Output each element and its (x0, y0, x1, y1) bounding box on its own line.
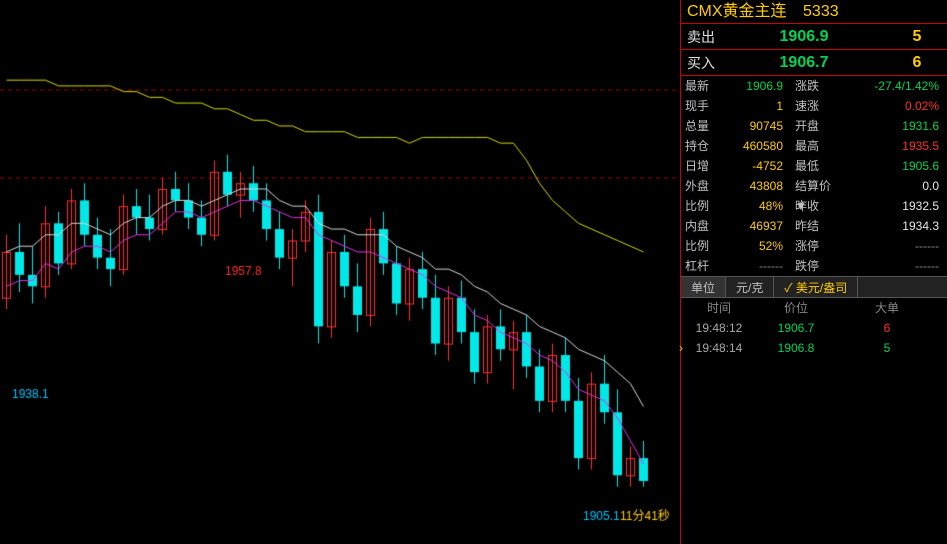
unit-option-cny[interactable]: 元/克 (726, 277, 774, 297)
sell-row[interactable]: 卖出 1906.9 5 (681, 24, 947, 50)
stat-label: 速涨 (791, 96, 841, 116)
instrument-title: CMX黄金主连 5333 (681, 0, 947, 24)
buy-count: 6 (887, 50, 947, 75)
stat-label: 总量 (681, 116, 721, 136)
instrument-code: 5333 (803, 3, 839, 20)
stats-grid: 最新1906.9涨跌-27.4/1.42% 现手1速涨0.02% 总量90745开盘… (681, 76, 947, 276)
tick-price: 1906.7 (751, 318, 841, 338)
tick-price: 1906.8 (751, 338, 841, 358)
stat-label: 涨停 (791, 236, 841, 256)
stat-label: 开盘 (791, 116, 841, 136)
tick-header: 时间 价位 大单 (681, 298, 947, 318)
tick-time: 19:48:14 (681, 338, 751, 358)
stat-label: 比例 (681, 196, 721, 216)
tick-row: 19:48:121906.76 (681, 318, 947, 338)
stat-label: 涨跌 (791, 76, 841, 96)
quote-panel: CMX黄金主连 5333 卖出 1906.9 5 买入 1906.7 6 最新1… (680, 0, 947, 544)
app-root: CMX黄金主连 5333 卖出 1906.9 5 买入 1906.7 6 最新1… (0, 0, 947, 544)
stat-value: 1 (721, 96, 791, 116)
unit-selector: 单位 元/克 ✓ 美元/盎司 (681, 276, 947, 298)
instrument-name: CMX黄金主连 (687, 3, 787, 20)
stat-label: 持仓 (681, 136, 721, 156)
stat-label: 昨收 (791, 196, 841, 216)
candlestick-chart[interactable] (0, 0, 680, 544)
tick-row: ›19:48:141906.85 (681, 338, 947, 358)
stat-value: 90745 (721, 116, 791, 136)
stat-value: 1905.6 (841, 156, 947, 176)
stat-value: ------ (841, 256, 947, 276)
stat-value: 43808 (721, 176, 791, 196)
stat-value: 460580 (721, 136, 791, 156)
stat-label: 昨结 (791, 216, 841, 236)
stat-value: -4752 (721, 156, 791, 176)
stat-value: 46937 (721, 216, 791, 236)
stat-value: 1906.9 (721, 76, 791, 96)
stat-value: 52% (721, 236, 791, 256)
tick-vol: 5 (841, 338, 947, 358)
stat-label: 外盘 (681, 176, 721, 196)
stat-label: 杠杆 (681, 256, 721, 276)
unit-option-usd[interactable]: ✓ 美元/盎司 (774, 277, 858, 297)
stat-label: 最新 (681, 76, 721, 96)
stat-label: 跌停 (791, 256, 841, 276)
tick-vol: 6 (841, 318, 947, 338)
stat-value: 1931.6 (841, 116, 947, 136)
stat-value: 1935.5 (841, 136, 947, 156)
stat-value: 1934.3 (841, 216, 947, 236)
stat-label: 现手 (681, 96, 721, 116)
buy-price: 1906.7 (721, 50, 887, 75)
stat-value: 48% (721, 196, 791, 216)
chart-area[interactable] (0, 0, 680, 544)
stat-label: 日增 (681, 156, 721, 176)
tick-header-price: 价位 (751, 298, 841, 318)
tick-header-time: 时间 (681, 298, 751, 318)
stat-value: 0.0 (841, 176, 947, 196)
unit-label: 单位 (681, 277, 726, 297)
stat-value: ------ (721, 256, 791, 276)
tick-header-vol: 大单 (841, 298, 947, 318)
tick-list: 19:48:121906.76›19:48:141906.85 (681, 318, 947, 358)
stat-value: 1932.5 (841, 196, 947, 216)
stat-value: -27.4/1.42% (841, 76, 947, 96)
sell-count: 5 (887, 24, 947, 49)
buy-row[interactable]: 买入 1906.7 6 (681, 50, 947, 76)
stat-label: 比例 (681, 236, 721, 256)
sell-price: 1906.9 (721, 24, 887, 49)
stat-label: 内盘 (681, 216, 721, 236)
stat-value: ------ (841, 236, 947, 256)
stat-value: 0.02% (841, 96, 947, 116)
stat-label: 最低 (791, 156, 841, 176)
sell-label: 卖出 (681, 24, 721, 49)
buy-label: 买入 (681, 50, 721, 75)
stat-label: 最高 (791, 136, 841, 156)
tick-time: 19:48:12 (681, 318, 751, 338)
stat-label: 结算价▼ (791, 176, 841, 196)
